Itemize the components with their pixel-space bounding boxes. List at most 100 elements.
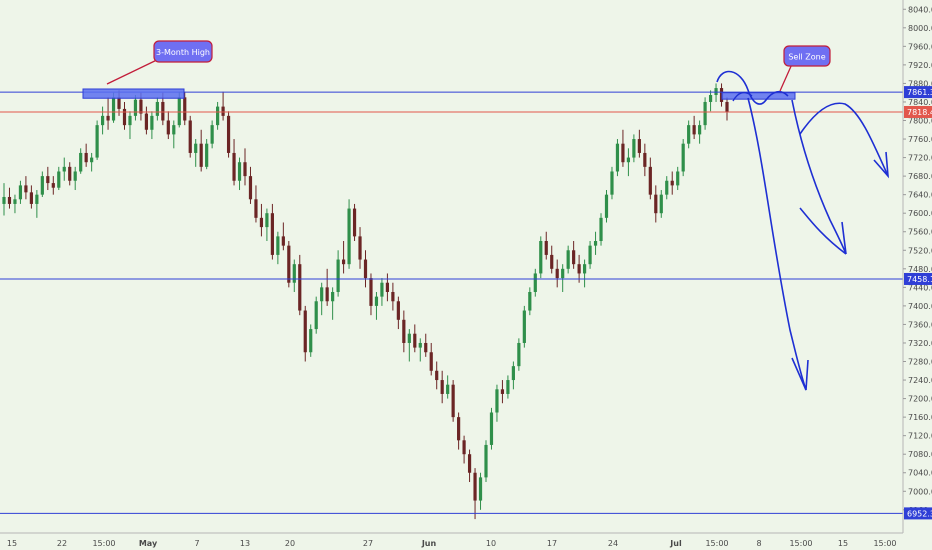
candle-body [550,254,554,269]
candle-body [139,99,143,114]
forecast-path-high [799,102,889,177]
candle-body [457,417,461,441]
candle-body [100,115,105,126]
candle-body [500,389,505,394]
candle-body [561,268,565,279]
candle-body [593,241,598,246]
candle-body [670,180,674,186]
candle-body [210,125,214,144]
callout-sell-zone-text: Sell Zone [788,53,825,62]
candle-body [243,162,247,177]
candle-body [708,95,713,102]
candle-body [111,97,116,121]
candles [2,83,729,520]
time-tick-label: 27 [363,539,373,548]
candle-body [150,115,154,130]
candle-body [303,310,307,353]
candle-body [632,139,636,158]
price-tick-label: 7880.0 [908,79,932,88]
candle-body [292,264,296,283]
candle-body [62,166,66,172]
candle-body [506,380,510,394]
candle-body [68,166,72,181]
price-tick-label: 7040.0 [908,469,932,478]
candle-body [369,278,373,306]
candle-body [698,125,702,135]
time-tick-label: 24 [608,539,618,548]
price-tick-label: 7920.0 [908,61,932,70]
level-price-tag [904,507,932,520]
candle-body [183,97,187,121]
price-tick-label: 7280.0 [908,358,932,367]
candle-body [40,176,44,195]
candle-body [216,106,220,126]
candle-body [654,194,658,214]
candle-body [424,342,428,353]
time-tick-label: 15:00 [873,539,896,548]
candle-body [336,259,340,292]
price-tick-label: 7200.0 [908,395,932,404]
candle-body [402,319,406,343]
candle-body [517,342,521,367]
price-tick-label: 8000.0 [908,24,932,33]
candle-body [133,99,138,116]
candle-body [117,97,121,109]
price-tick-label: 7840.0 [908,98,932,107]
candle-body [95,125,99,158]
candle-body [385,282,390,292]
candle-body [714,88,718,96]
price-tick-label: 7640.0 [908,191,932,200]
candle-body [407,333,411,343]
level-price-label: 7458.1 [907,275,932,284]
candle-body [363,259,368,279]
candle-body [489,412,494,445]
candle-body [320,287,324,302]
candle-body [435,370,439,381]
callout-sell-zone-box [783,45,831,67]
candle-body [484,444,488,478]
time-tick-label: 17 [547,539,557,548]
callout-sell-zone-pointer [779,63,793,92]
candle-body [522,310,526,343]
candle-body [626,157,631,163]
forecast-path-mid-2 [799,207,847,255]
candle-body [7,196,12,204]
candle-body [194,143,198,153]
candle-body [161,101,165,121]
candle-body [599,217,603,242]
candle-body [358,236,362,260]
candle-body [177,97,181,126]
candle-body [681,143,685,172]
candle-body [648,166,652,195]
time-tick-label: 8 [756,539,761,548]
candle-body [13,199,17,204]
zones [82,88,796,100]
candle-body [287,245,291,283]
candle-body [352,208,357,237]
candle-body [237,162,242,181]
time-tick-label: Jun [421,539,437,548]
price-tick-label: 7760.0 [908,135,932,144]
candle-body [451,384,455,418]
candle-body [440,380,444,394]
candle-body [46,176,50,184]
candle-body [29,192,33,204]
candle-body [57,171,61,188]
forecast-arc-path [716,70,789,105]
candle-body [703,101,707,126]
candle-body [73,171,77,181]
candle-body [418,342,422,348]
candle-body [51,183,55,188]
time-axis[interactable]: 15 22 15:00 May 7 13 20 27 Jun 10 17 24 Jul 15:00 8 15:… [0,532,932,550]
candle-body [122,108,127,126]
price-tick-label: 8040.0 [908,5,932,14]
candle-body [265,213,269,228]
price-axis[interactable]: 6960.07000.07040.07080.07120.07160.07200… [902,0,932,550]
time-tick-label: 10 [486,539,496,548]
time-tick-label: 15:00 [92,539,115,548]
candle-body [298,264,302,311]
price-tick-label: 7400.0 [908,302,932,311]
candle-body [188,120,192,153]
